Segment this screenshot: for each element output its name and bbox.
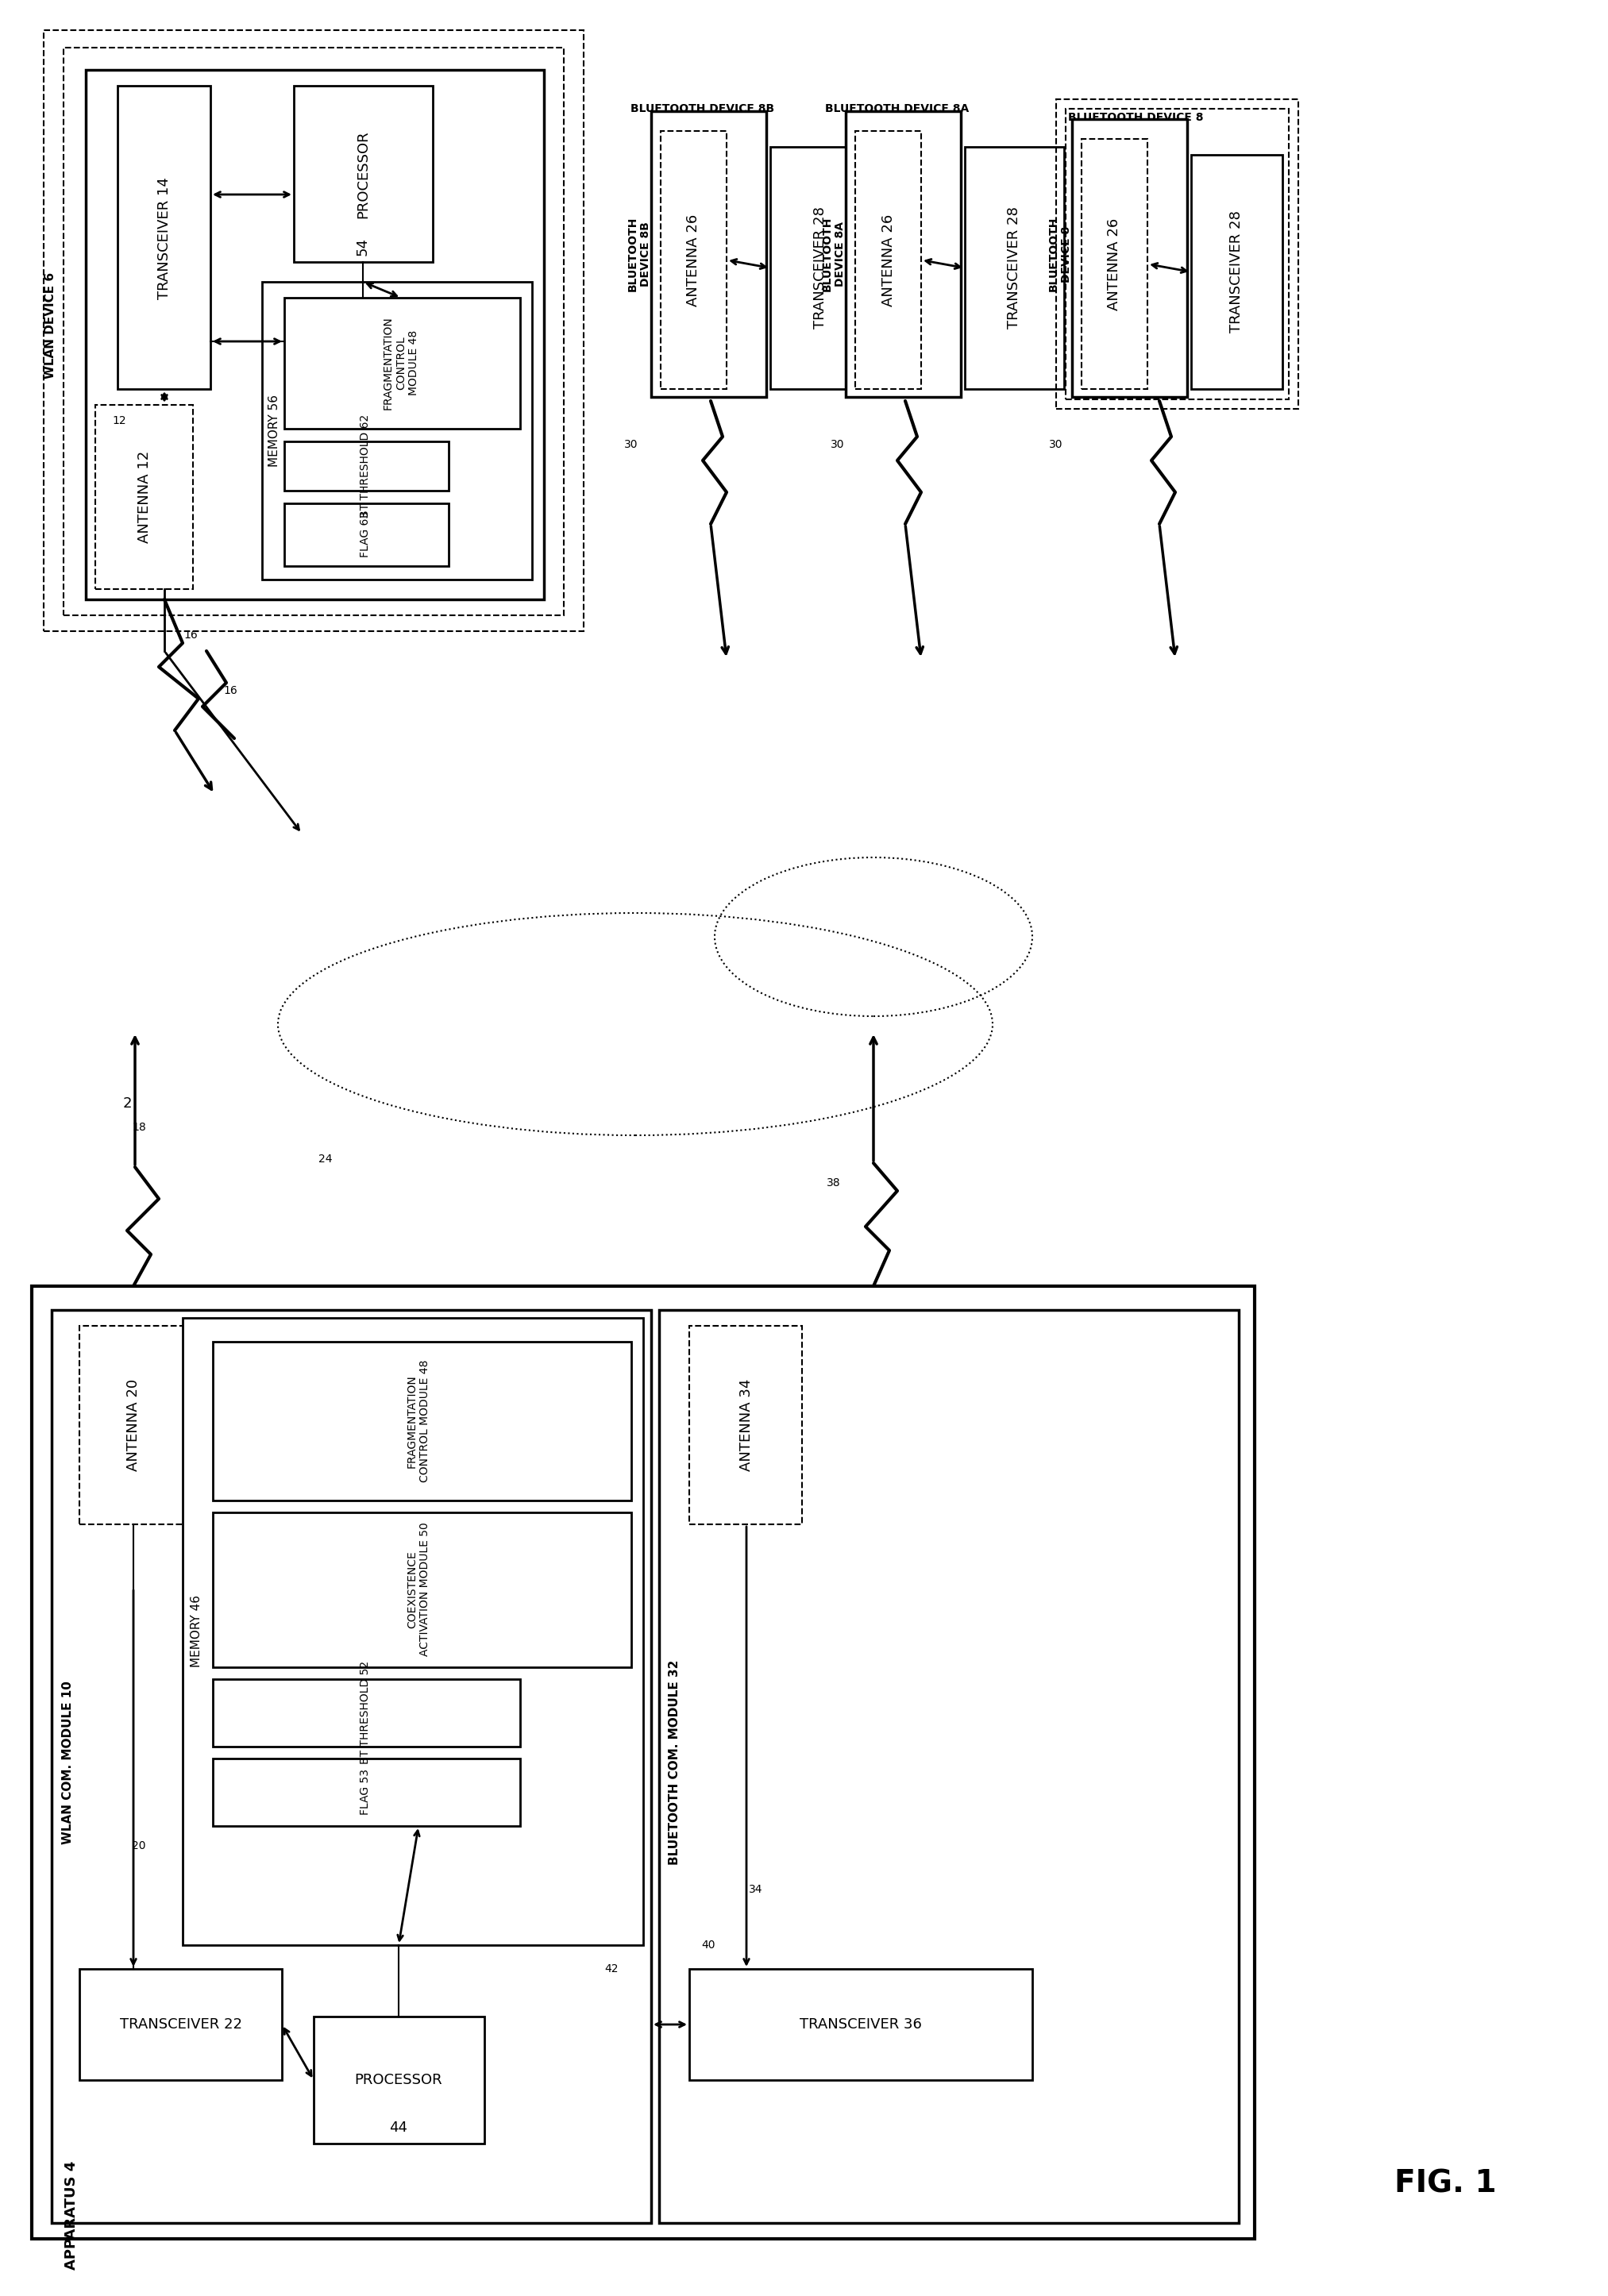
- Text: FIG. 1: FIG. 1: [1394, 2167, 1495, 2197]
- Text: 30: 30: [624, 439, 638, 450]
- Bar: [285, 503, 449, 567]
- Text: TRANSCEIVER 28: TRANSCEIVER 28: [1007, 207, 1021, 328]
- Bar: [965, 147, 1064, 388]
- Text: WLAN COM. MODULE 10: WLAN COM. MODULE 10: [61, 1681, 74, 1844]
- Text: PROCESSOR: PROCESSOR: [355, 2073, 442, 2087]
- Text: ANTENNA 20: ANTENNA 20: [127, 1380, 140, 1472]
- Bar: [285, 298, 519, 429]
- Text: 16: 16: [183, 629, 198, 641]
- Bar: [212, 1678, 519, 1747]
- Bar: [95, 404, 193, 590]
- Text: COEXISTENCE
ACTIVATION MODULE 50: COEXISTENCE ACTIVATION MODULE 50: [407, 1522, 431, 1655]
- Text: ANTENNA 34: ANTENNA 34: [740, 1380, 754, 1472]
- Bar: [85, 69, 544, 599]
- Text: ANTENNA 26: ANTENNA 26: [1108, 218, 1122, 310]
- Bar: [262, 282, 532, 579]
- Text: PROCESSOR: PROCESSOR: [355, 131, 370, 218]
- Text: 40: 40: [701, 1940, 716, 1952]
- Text: TRANSCEIVER 14: TRANSCEIVER 14: [158, 177, 172, 298]
- Bar: [212, 1341, 632, 1502]
- Text: TRANSCEIVER 36: TRANSCEIVER 36: [799, 2018, 921, 2032]
- Text: MEMORY 56: MEMORY 56: [269, 395, 280, 466]
- Text: 42: 42: [605, 1963, 619, 1975]
- Text: MEMORY 46: MEMORY 46: [191, 1596, 203, 1667]
- Text: APPARATUS 4: APPARATUS 4: [64, 2161, 79, 2268]
- Bar: [1082, 140, 1148, 388]
- Text: 44: 44: [389, 2122, 408, 2135]
- Bar: [212, 1513, 632, 1667]
- Bar: [43, 30, 584, 631]
- Text: TRANSCEIVER 22: TRANSCEIVER 22: [121, 2018, 243, 2032]
- Text: 30: 30: [831, 439, 844, 450]
- Text: 54: 54: [355, 236, 370, 255]
- Bar: [661, 131, 727, 388]
- Bar: [1073, 119, 1187, 397]
- Text: TRANSCEIVER 28: TRANSCEIVER 28: [812, 207, 827, 328]
- Text: BLUETOOTH DEVICE 8: BLUETOOTH DEVICE 8: [1068, 113, 1203, 124]
- Text: FLAG 53: FLAG 53: [360, 1768, 371, 1814]
- Bar: [79, 1970, 281, 2080]
- Bar: [651, 110, 767, 397]
- Text: WLAN DEVICE 6: WLAN DEVICE 6: [43, 273, 56, 379]
- Text: 38: 38: [827, 1178, 841, 1189]
- Text: 20: 20: [132, 1841, 146, 1851]
- Text: ANTENNA 26: ANTENNA 26: [687, 214, 701, 305]
- Text: ANTENNA 26: ANTENNA 26: [881, 214, 896, 305]
- Text: 16: 16: [224, 684, 238, 696]
- Text: FRAGMENTATION
CONTROL MODULE 48: FRAGMENTATION CONTROL MODULE 48: [407, 1359, 431, 1483]
- Text: BLUETOOTH
DEVICE 8A: BLUETOOTH DEVICE 8A: [822, 216, 846, 292]
- Bar: [32, 1286, 1254, 2239]
- Bar: [212, 1759, 519, 1825]
- Bar: [659, 1311, 1238, 2223]
- Bar: [690, 1970, 1032, 2080]
- Text: BT THRESHOLD 52: BT THRESHOLD 52: [360, 1660, 371, 1763]
- Bar: [117, 85, 211, 388]
- Bar: [690, 1325, 802, 1525]
- Text: FRAGMENTATION
CONTROL
MODULE 48: FRAGMENTATION CONTROL MODULE 48: [383, 317, 420, 409]
- Bar: [314, 2016, 484, 2144]
- Text: BLUETOOTH
DEVICE 8B: BLUETOOTH DEVICE 8B: [627, 216, 651, 292]
- Text: BLUETOOTH DEVICE 8B: BLUETOOTH DEVICE 8B: [630, 103, 775, 115]
- Text: 2: 2: [122, 1097, 132, 1111]
- Text: 34: 34: [749, 1885, 762, 1894]
- Bar: [285, 441, 449, 491]
- Text: TRANSCEIVER 28: TRANSCEIVER 28: [1230, 211, 1245, 333]
- Bar: [1066, 108, 1288, 400]
- Bar: [294, 85, 433, 262]
- Bar: [64, 48, 564, 615]
- Text: BLUETOOTH COM. MODULE 32: BLUETOOTH COM. MODULE 32: [669, 1660, 680, 1864]
- Bar: [183, 1318, 643, 1945]
- Bar: [855, 131, 921, 388]
- Bar: [1192, 154, 1283, 388]
- Text: 30: 30: [1048, 439, 1063, 450]
- Text: 18: 18: [132, 1123, 146, 1132]
- Bar: [770, 147, 870, 388]
- Text: 24: 24: [318, 1153, 333, 1164]
- Text: 12: 12: [113, 416, 125, 427]
- Bar: [79, 1325, 187, 1525]
- Bar: [1056, 99, 1298, 409]
- Text: FLAG 63: FLAG 63: [360, 512, 371, 558]
- Text: BLUETOOTH DEVICE 8A: BLUETOOTH DEVICE 8A: [825, 103, 970, 115]
- Bar: [846, 110, 962, 397]
- Text: BLUETOOTH
DEVICE 8: BLUETOOTH DEVICE 8: [1048, 216, 1073, 292]
- Bar: [51, 1311, 651, 2223]
- Text: ANTENNA 12: ANTENNA 12: [137, 450, 151, 544]
- Text: BT THRESHOLD 62: BT THRESHOLD 62: [360, 413, 371, 517]
